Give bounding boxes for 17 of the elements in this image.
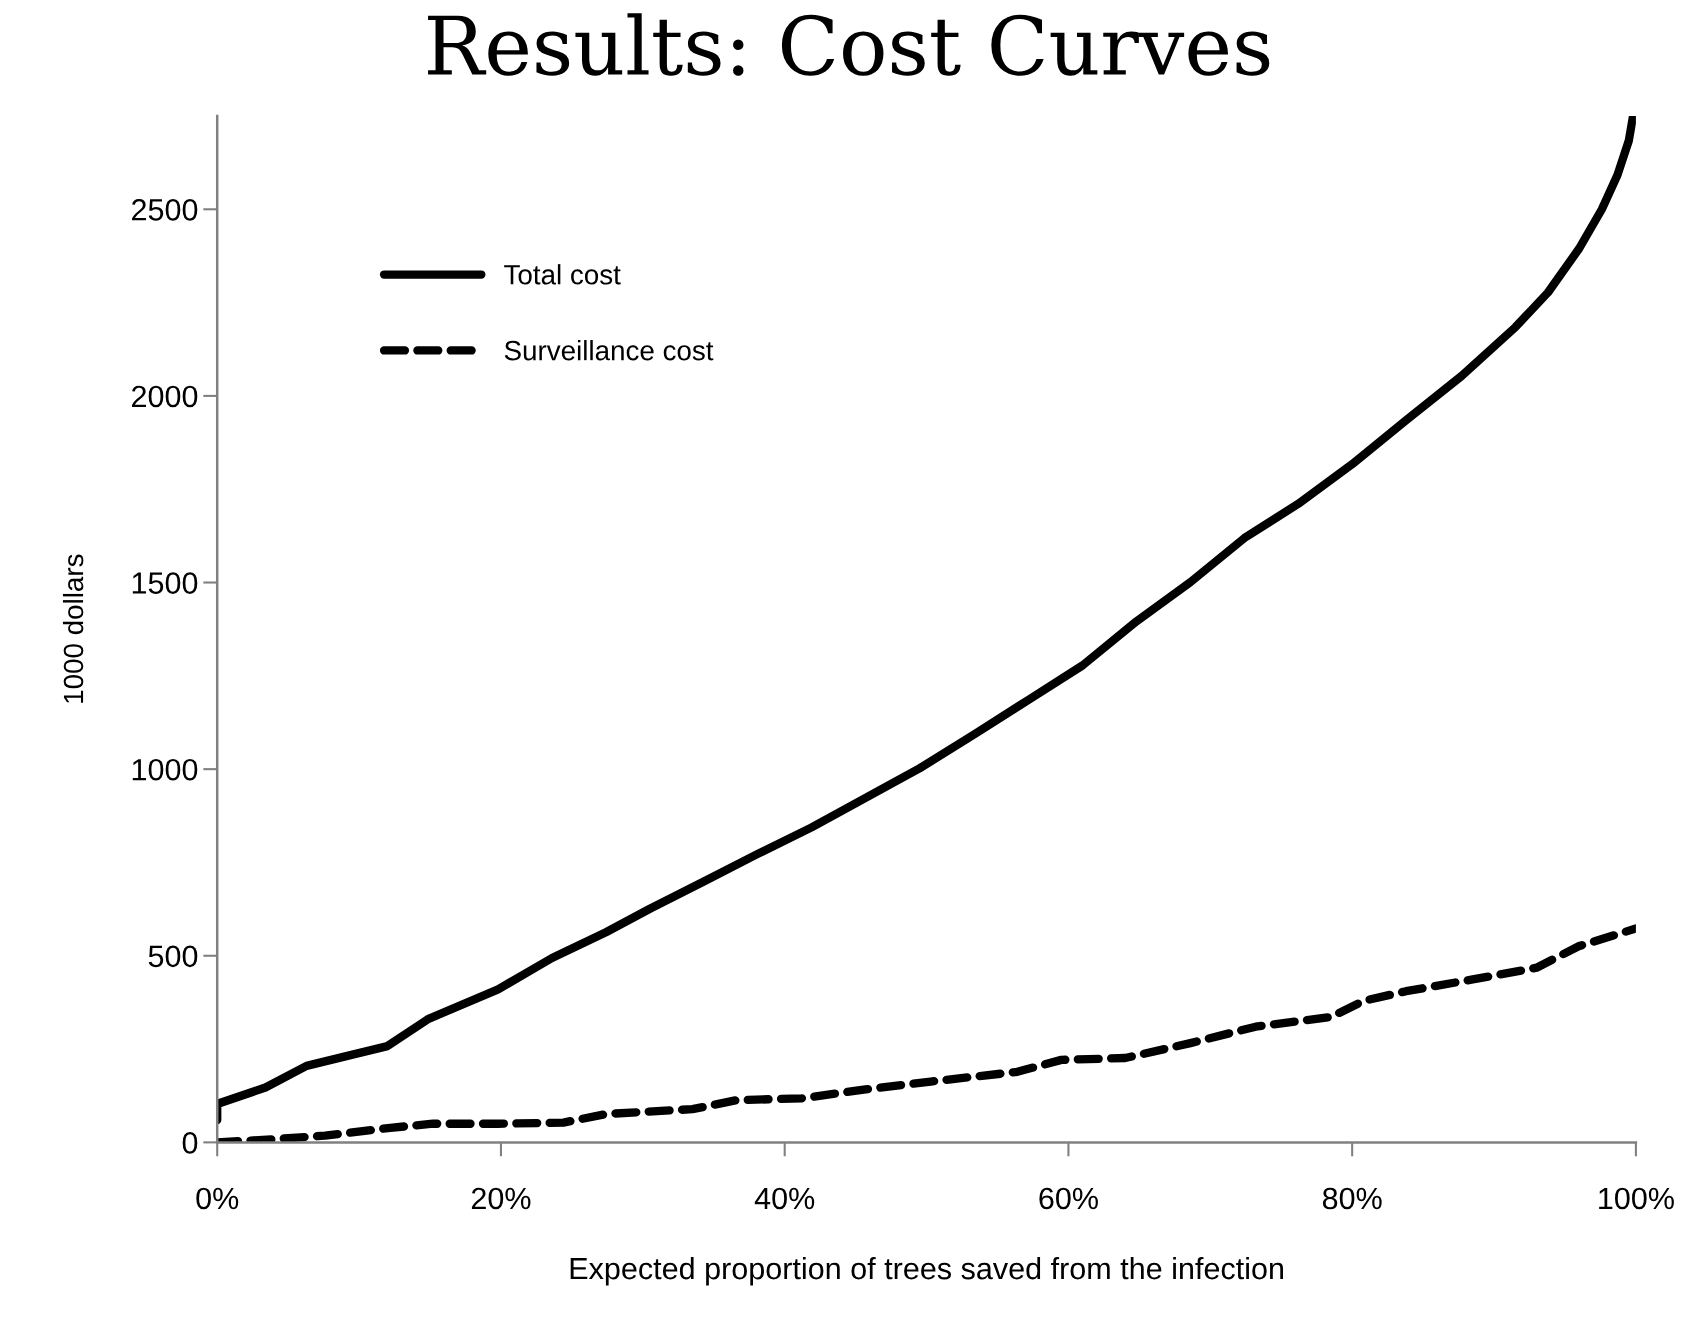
x-axis-title: Expected proportion of trees saved from the infection (570, 1256, 1283, 1286)
legend-label: Total cost (504, 264, 621, 285)
y-tick-label: 1000 (132, 758, 198, 781)
x-tick-label: 80% (1322, 1187, 1382, 1210)
legend-label: Surveillance cost (504, 340, 714, 361)
x-tick-label: 60% (1039, 1187, 1098, 1210)
chart-title: Results: Cost Curves (428, 13, 1270, 76)
y-tick-label: 2000 (132, 385, 198, 408)
x-tick-label: 100% (1599, 1187, 1674, 1210)
x-tick-label: 20% (471, 1187, 531, 1210)
x-tick-label: 40% (754, 1187, 815, 1210)
y-tick-label: 500 (148, 945, 198, 968)
y-tick-label: 0 (182, 1132, 198, 1154)
y-tick-label: 1500 (132, 572, 198, 594)
y-tick-label: 2500 (132, 199, 198, 221)
y-axis-title: 1000 dollars (62, 554, 84, 703)
x-tick-label: 0% (196, 1187, 239, 1210)
